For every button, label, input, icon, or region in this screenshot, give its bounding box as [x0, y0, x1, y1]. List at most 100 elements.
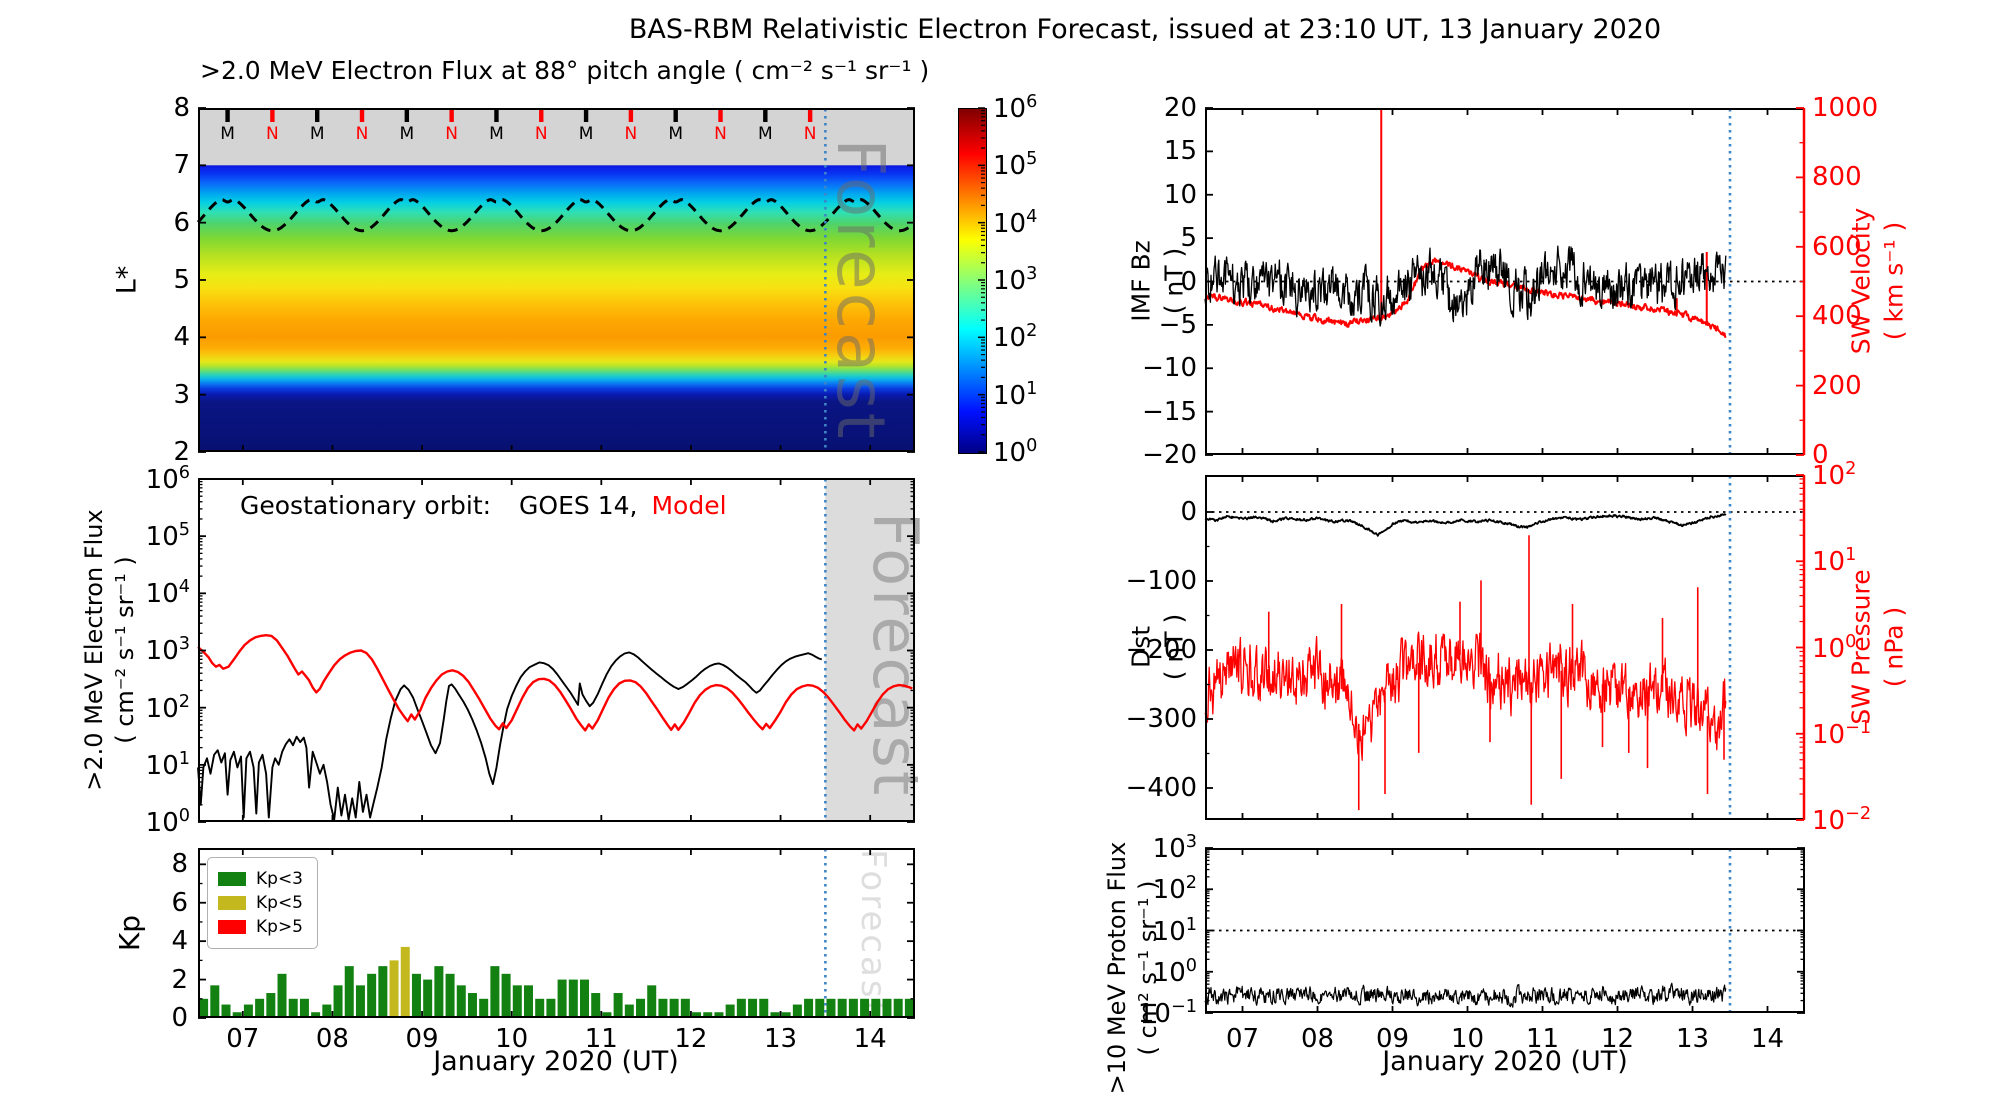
spectro-ytick: 3	[173, 379, 190, 410]
velocity-ytick: 400	[1812, 301, 1862, 332]
flux-legend-satellite: GOES 14,	[519, 491, 638, 520]
spectro-ytick: 6	[173, 207, 190, 238]
kp-low-swatch	[218, 872, 246, 886]
flux-legend: Geostationary orbit: GOES 14, Model	[240, 491, 727, 520]
dst-ylabel-line2: ( nT )	[1159, 613, 1188, 681]
pressure-ytick: 100	[1812, 631, 1857, 664]
kp-xtick: 14	[853, 1024, 887, 1054]
dst-ytick: −400	[1125, 773, 1197, 803]
dst-ytick: −300	[1125, 704, 1197, 734]
bz-ytick: −10	[1142, 353, 1197, 384]
proton-xtick: 07	[1225, 1024, 1260, 1054]
proton-xtick: 12	[1600, 1024, 1635, 1054]
kp-legend-row-low: Kp<3	[218, 869, 303, 889]
bz-ytick: 20	[1163, 93, 1197, 123]
spectro-ytick: 7	[173, 150, 190, 181]
kp-xtick: 10	[495, 1024, 529, 1054]
kp-legend: Kp<3 Kp<5 Kp>5	[207, 857, 318, 949]
kp-ytick: 4	[171, 926, 188, 957]
proton-xtick: 10	[1450, 1024, 1485, 1054]
forecast-watermark: Forecast	[859, 512, 932, 798]
spectro-ytick: 5	[173, 264, 190, 295]
colorbar-tick: 102	[993, 321, 1038, 354]
kp-ytick: 0	[171, 1003, 188, 1033]
colorbar-tick: 104	[993, 206, 1038, 239]
bz-ytick: −15	[1142, 396, 1197, 427]
flux-ytick: 102	[145, 691, 190, 724]
kp-mid-swatch	[218, 896, 246, 910]
proton-flux-ylabel-line1: >10 MeV Proton Flux	[1102, 841, 1131, 1095]
electron-flux-ylabel-line2: ( cm⁻² s⁻¹ sr⁻¹ )	[111, 556, 139, 744]
sw-velocity-ylabel-line1: SW Velocity	[1846, 207, 1876, 355]
bz-ytick: 10	[1163, 179, 1197, 210]
proton-xtick: 11	[1525, 1024, 1560, 1054]
proton-flux-ylabel: >10 MeV Proton Flux ( cm² s⁻¹ sr⁻¹ )	[1102, 842, 1164, 1095]
sw-velocity-ylabel: SW Velocity ( km s⁻¹ )	[1846, 208, 1911, 355]
mn-mark-label: M	[220, 124, 235, 144]
figure-title: BAS-RBM Relativistic Electron Forecast, …	[628, 14, 1662, 45]
imf-bz-ylabel-line1: IMF Bz	[1126, 240, 1156, 322]
sw-pressure-ylabel-line2: ( nPa )	[1879, 606, 1908, 688]
pressure-ytick: 10−2	[1812, 804, 1872, 836]
sw-velocity-ylabel-line2: ( km s⁻¹ )	[1879, 221, 1908, 341]
spectrogram-ylabel: L*	[111, 265, 143, 295]
kp-ytick: 6	[171, 887, 188, 918]
mn-mark-label: N	[714, 124, 727, 144]
flux-legend-model: Model	[651, 491, 727, 520]
kp-low-label: Kp<3	[256, 869, 303, 889]
dst-ytick: 0	[1180, 497, 1197, 527]
flux-ytick: 104	[145, 577, 190, 610]
electron-flux-ylabel: >2.0 MeV Electron Flux ( cm⁻² s⁻¹ sr⁻¹ )	[79, 509, 141, 790]
mn-mark-label: N	[355, 124, 369, 144]
sw-pressure-ylabel: SW Pressure ( nPa )	[1846, 569, 1911, 724]
bz-ytick: 5	[1180, 223, 1197, 254]
mn-mark-label: M	[309, 124, 325, 144]
flux-ytick: 106	[145, 463, 190, 495]
proton-ytick: 102	[1152, 873, 1197, 906]
mn-mark-label: N	[445, 124, 458, 144]
flux-ytick: 100	[145, 806, 190, 838]
mn-mark-label: N	[534, 124, 548, 144]
dst-ytick: −200	[1125, 635, 1197, 665]
proton-ytick: 103	[1152, 832, 1197, 864]
bz-ytick: −20	[1142, 440, 1197, 470]
spectrogram-title: >2.0 MeV Electron Flux at 88° pitch angl…	[200, 56, 930, 85]
kp-ytick: 8	[171, 849, 188, 880]
electron-flux-heatmap	[198, 165, 915, 452]
velocity-ytick: 1000	[1812, 93, 1879, 123]
pressure-ytick: 10−1	[1812, 717, 1872, 750]
kp-xtick: 11	[584, 1024, 618, 1054]
imf-bz-ylabel: IMF Bz ( nT )	[1126, 240, 1191, 322]
imf-bz-ylabel-line2: ( nT )	[1159, 247, 1188, 315]
proton-xtick: 08	[1300, 1024, 1335, 1054]
bz-ytick: 0	[1180, 266, 1197, 297]
mn-mark-label: N	[266, 124, 279, 144]
proton-ytick: 101	[1152, 914, 1197, 947]
kp-xtick: 09	[405, 1024, 439, 1054]
kp-high-swatch	[218, 920, 246, 934]
kp-xtick: 08	[315, 1024, 349, 1054]
dst-ylabel: Dst ( nT )	[1126, 614, 1191, 681]
kp-mid-label: Kp<5	[256, 893, 303, 913]
proton-xtick: 09	[1375, 1024, 1410, 1054]
colorbar-tick: 106	[993, 92, 1038, 124]
mn-mark-label: M	[489, 124, 504, 144]
spectro-ytick: 8	[173, 93, 190, 123]
flux-legend-prefix: Geostationary orbit:	[240, 491, 492, 520]
spectro-ytick: 4	[173, 322, 190, 353]
velocity-ytick: 600	[1812, 231, 1862, 262]
flux-ytick: 103	[145, 634, 190, 667]
velocity-ytick: 200	[1812, 370, 1862, 401]
colorbar-tick: 101	[993, 378, 1038, 411]
xlabel-right: January 2020 (UT)	[1382, 1046, 1628, 1077]
flux-ytick: 105	[145, 520, 190, 552]
xlabel-left: January 2020 (UT)	[433, 1046, 679, 1077]
mn-mark-label: M	[668, 124, 684, 144]
mn-mark-label: M	[399, 124, 415, 144]
velocity-ytick: 0	[1812, 440, 1829, 470]
colorbar-tick: 100	[993, 436, 1038, 468]
bz-ytick: 15	[1163, 136, 1197, 167]
dst-ytick: −100	[1125, 566, 1197, 596]
